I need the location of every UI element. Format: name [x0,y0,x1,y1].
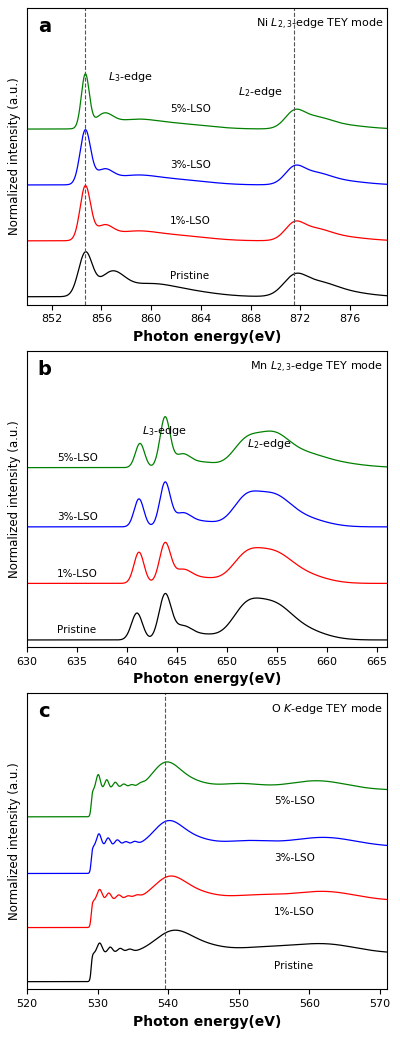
Text: c: c [38,702,49,721]
Text: a: a [38,18,51,36]
Text: Pristine: Pristine [170,272,209,281]
Text: 5%-LSO: 5%-LSO [274,796,315,806]
Text: 3%-LSO: 3%-LSO [57,512,98,523]
Text: 3%-LSO: 3%-LSO [274,852,315,863]
Text: $L_2$-edge: $L_2$-edge [247,437,292,451]
Text: O $K$-edge TEY mode: O $K$-edge TEY mode [272,702,384,717]
Text: Ni $L_{2,3}$-edge TEY mode: Ni $L_{2,3}$-edge TEY mode [256,18,384,32]
Text: Mn $L_{2,3}$-edge TEY mode: Mn $L_{2,3}$-edge TEY mode [250,360,384,374]
Y-axis label: Normalized intensity (a.u.): Normalized intensity (a.u.) [8,420,21,578]
Y-axis label: Normalized intensity (a.u.): Normalized intensity (a.u.) [8,762,21,920]
Text: 3%-LSO: 3%-LSO [170,160,211,170]
X-axis label: Photon energy(eV): Photon energy(eV) [133,1014,281,1029]
Text: 5%-LSO: 5%-LSO [57,453,98,464]
Text: $L_3$-edge: $L_3$-edge [142,424,187,439]
Text: 5%-LSO: 5%-LSO [170,104,211,114]
Text: $L_3$-edge: $L_3$-edge [108,69,152,84]
Text: b: b [38,360,52,379]
Text: Pristine: Pristine [274,961,313,971]
X-axis label: Photon energy(eV): Photon energy(eV) [133,330,281,344]
Y-axis label: Normalized intensity (a.u.): Normalized intensity (a.u.) [8,78,21,235]
X-axis label: Photon energy(eV): Photon energy(eV) [133,672,281,686]
Text: Pristine: Pristine [57,625,96,636]
Text: $L_2$-edge: $L_2$-edge [238,85,283,99]
Text: 1%-LSO: 1%-LSO [170,216,211,225]
Text: 1%-LSO: 1%-LSO [274,906,315,917]
Text: 1%-LSO: 1%-LSO [57,569,98,579]
